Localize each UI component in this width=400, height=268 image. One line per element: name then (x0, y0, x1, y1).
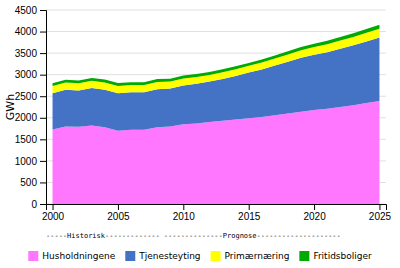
tick: 3500 (15, 48, 46, 59)
tick-label: 2000 (42, 211, 65, 222)
tick-label: 1500 (15, 134, 38, 145)
x-axis: 2000 2005 2010 2015 2020 2025 (42, 204, 392, 222)
y-axis: 0 500 1000 1500 2000 2500 3000 3500 4000 4500 (15, 5, 47, 210)
tick: 1500 (15, 134, 46, 145)
tick-mark (40, 75, 46, 76)
area (53, 29, 380, 93)
legend-label: Husholdningene (42, 251, 115, 261)
tick: 2005 (107, 204, 130, 222)
axis-line (40, 11, 47, 205)
tick-label: 2500 (15, 91, 38, 102)
tick: 2010 (173, 204, 196, 222)
tick-label: 3500 (15, 48, 38, 59)
tick-label: 4500 (15, 5, 38, 16)
legend-swatch (299, 251, 309, 261)
annotation: -----Historisk------------- (46, 232, 160, 240)
tick-mark (40, 118, 46, 119)
y-axis-title: GWh (4, 94, 17, 120)
grid (46, 10, 386, 204)
tick-label: 500 (20, 177, 37, 188)
plot: 2000 2005 2010 2015 2020 2025 0 500 1000 1500 2000… (15, 5, 392, 222)
tick-mark (379, 204, 380, 210)
legend: Husholdningene Tjenesteyting Primærnæring F… (28, 251, 372, 262)
tick-label: 2005 (107, 211, 130, 222)
tick-label: 2010 (173, 211, 196, 222)
chart: 2000 2005 2010 2015 2020 2025 0 500 1000 1500 2000… (0, 0, 400, 268)
tick-label: 1000 (15, 156, 38, 167)
tick: 500 (20, 177, 46, 188)
tick-label: 2020 (303, 211, 326, 222)
tick-mark (40, 204, 46, 205)
tick-mark (40, 161, 46, 162)
legend-item: Fritidsboliger (299, 251, 372, 262)
tick: 1000 (15, 156, 46, 167)
tick: 2020 (303, 204, 326, 222)
legend-label: Tjenesteyting (138, 251, 200, 261)
tick-mark (40, 139, 46, 140)
tick: 2500 (15, 91, 46, 102)
legend-label: Primærnæring (225, 251, 290, 261)
tick: 2000 (42, 204, 65, 222)
tick: 0 (31, 199, 46, 210)
legend-item: Tjenesteyting (125, 251, 200, 262)
tick-label: 2025 (369, 211, 392, 222)
tick-mark (40, 10, 46, 11)
legend-swatch (211, 251, 221, 261)
legend-label: Fritidsboliger (313, 251, 372, 261)
tick-label: 3000 (15, 69, 38, 80)
tick-mark (249, 204, 250, 210)
tick: 4000 (15, 26, 46, 37)
legend-item: Primærnæring (211, 251, 290, 262)
areas (53, 25, 380, 204)
legend-item: Husholdningene (28, 251, 115, 262)
tick-mark (40, 32, 46, 33)
tick-mark (183, 204, 184, 210)
axis-line (47, 205, 387, 211)
tick: 2000 (15, 112, 46, 123)
legend-swatch (125, 251, 135, 261)
area (53, 25, 380, 86)
tick: 2025 (369, 204, 392, 222)
tick-mark (314, 204, 315, 210)
tick-mark (53, 204, 54, 210)
grid-line (46, 31, 386, 32)
tick-label: 0 (31, 199, 37, 210)
tick-label: 4000 (15, 26, 38, 37)
annotation: --------------Prognose------------------… (164, 232, 341, 240)
tick: 4500 (15, 5, 46, 16)
tick-mark (40, 182, 46, 183)
tick-mark (40, 53, 46, 54)
tick: 2015 (238, 204, 261, 222)
tick-label: 2000 (15, 112, 38, 123)
tick-label: 2015 (238, 211, 261, 222)
grid-line (46, 10, 386, 11)
tick-mark (118, 204, 119, 210)
tick: 3000 (15, 69, 46, 80)
legend-swatch (28, 251, 38, 261)
tick-mark (40, 96, 46, 97)
